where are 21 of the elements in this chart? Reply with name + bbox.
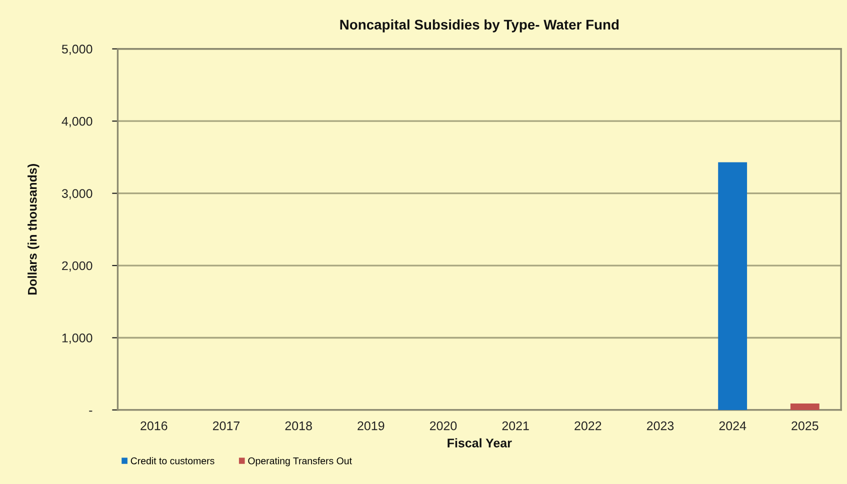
x-tick-label: 2024 (719, 421, 746, 430)
y-axis-title: Dollars (in thousands) (28, 164, 40, 295)
x-axis-title: Fiscal Year (448, 438, 512, 448)
y-tick-label: 3,000 (62, 189, 92, 200)
y-tick-label: 1,000 (62, 334, 92, 344)
y-tick-label: 4,000 (62, 116, 92, 128)
legend-label: Operating Transfers Out (248, 457, 352, 466)
y-tick-label: 5,000 (62, 44, 92, 56)
y-tick-label: 2,000 (62, 261, 92, 272)
x-tick-label: 2019 (358, 421, 384, 430)
legend-label: Credit to customers (130, 457, 214, 464)
x-tick-label: 2023 (646, 421, 674, 430)
chart-title: Noncapital Subsidies by Type- Water Fund (340, 19, 619, 32)
y-tick-label: - (89, 410, 92, 412)
x-tick-label: 2022 (574, 421, 602, 430)
x-tick-label: 2021 (502, 421, 529, 430)
x-tick-label: 2020 (430, 421, 457, 430)
x-tick-label: 2017 (212, 421, 240, 430)
x-tick-label: 2016 (140, 421, 168, 430)
x-tick-label: 2025 (792, 421, 818, 430)
x-tick-label: 2018 (285, 421, 312, 430)
